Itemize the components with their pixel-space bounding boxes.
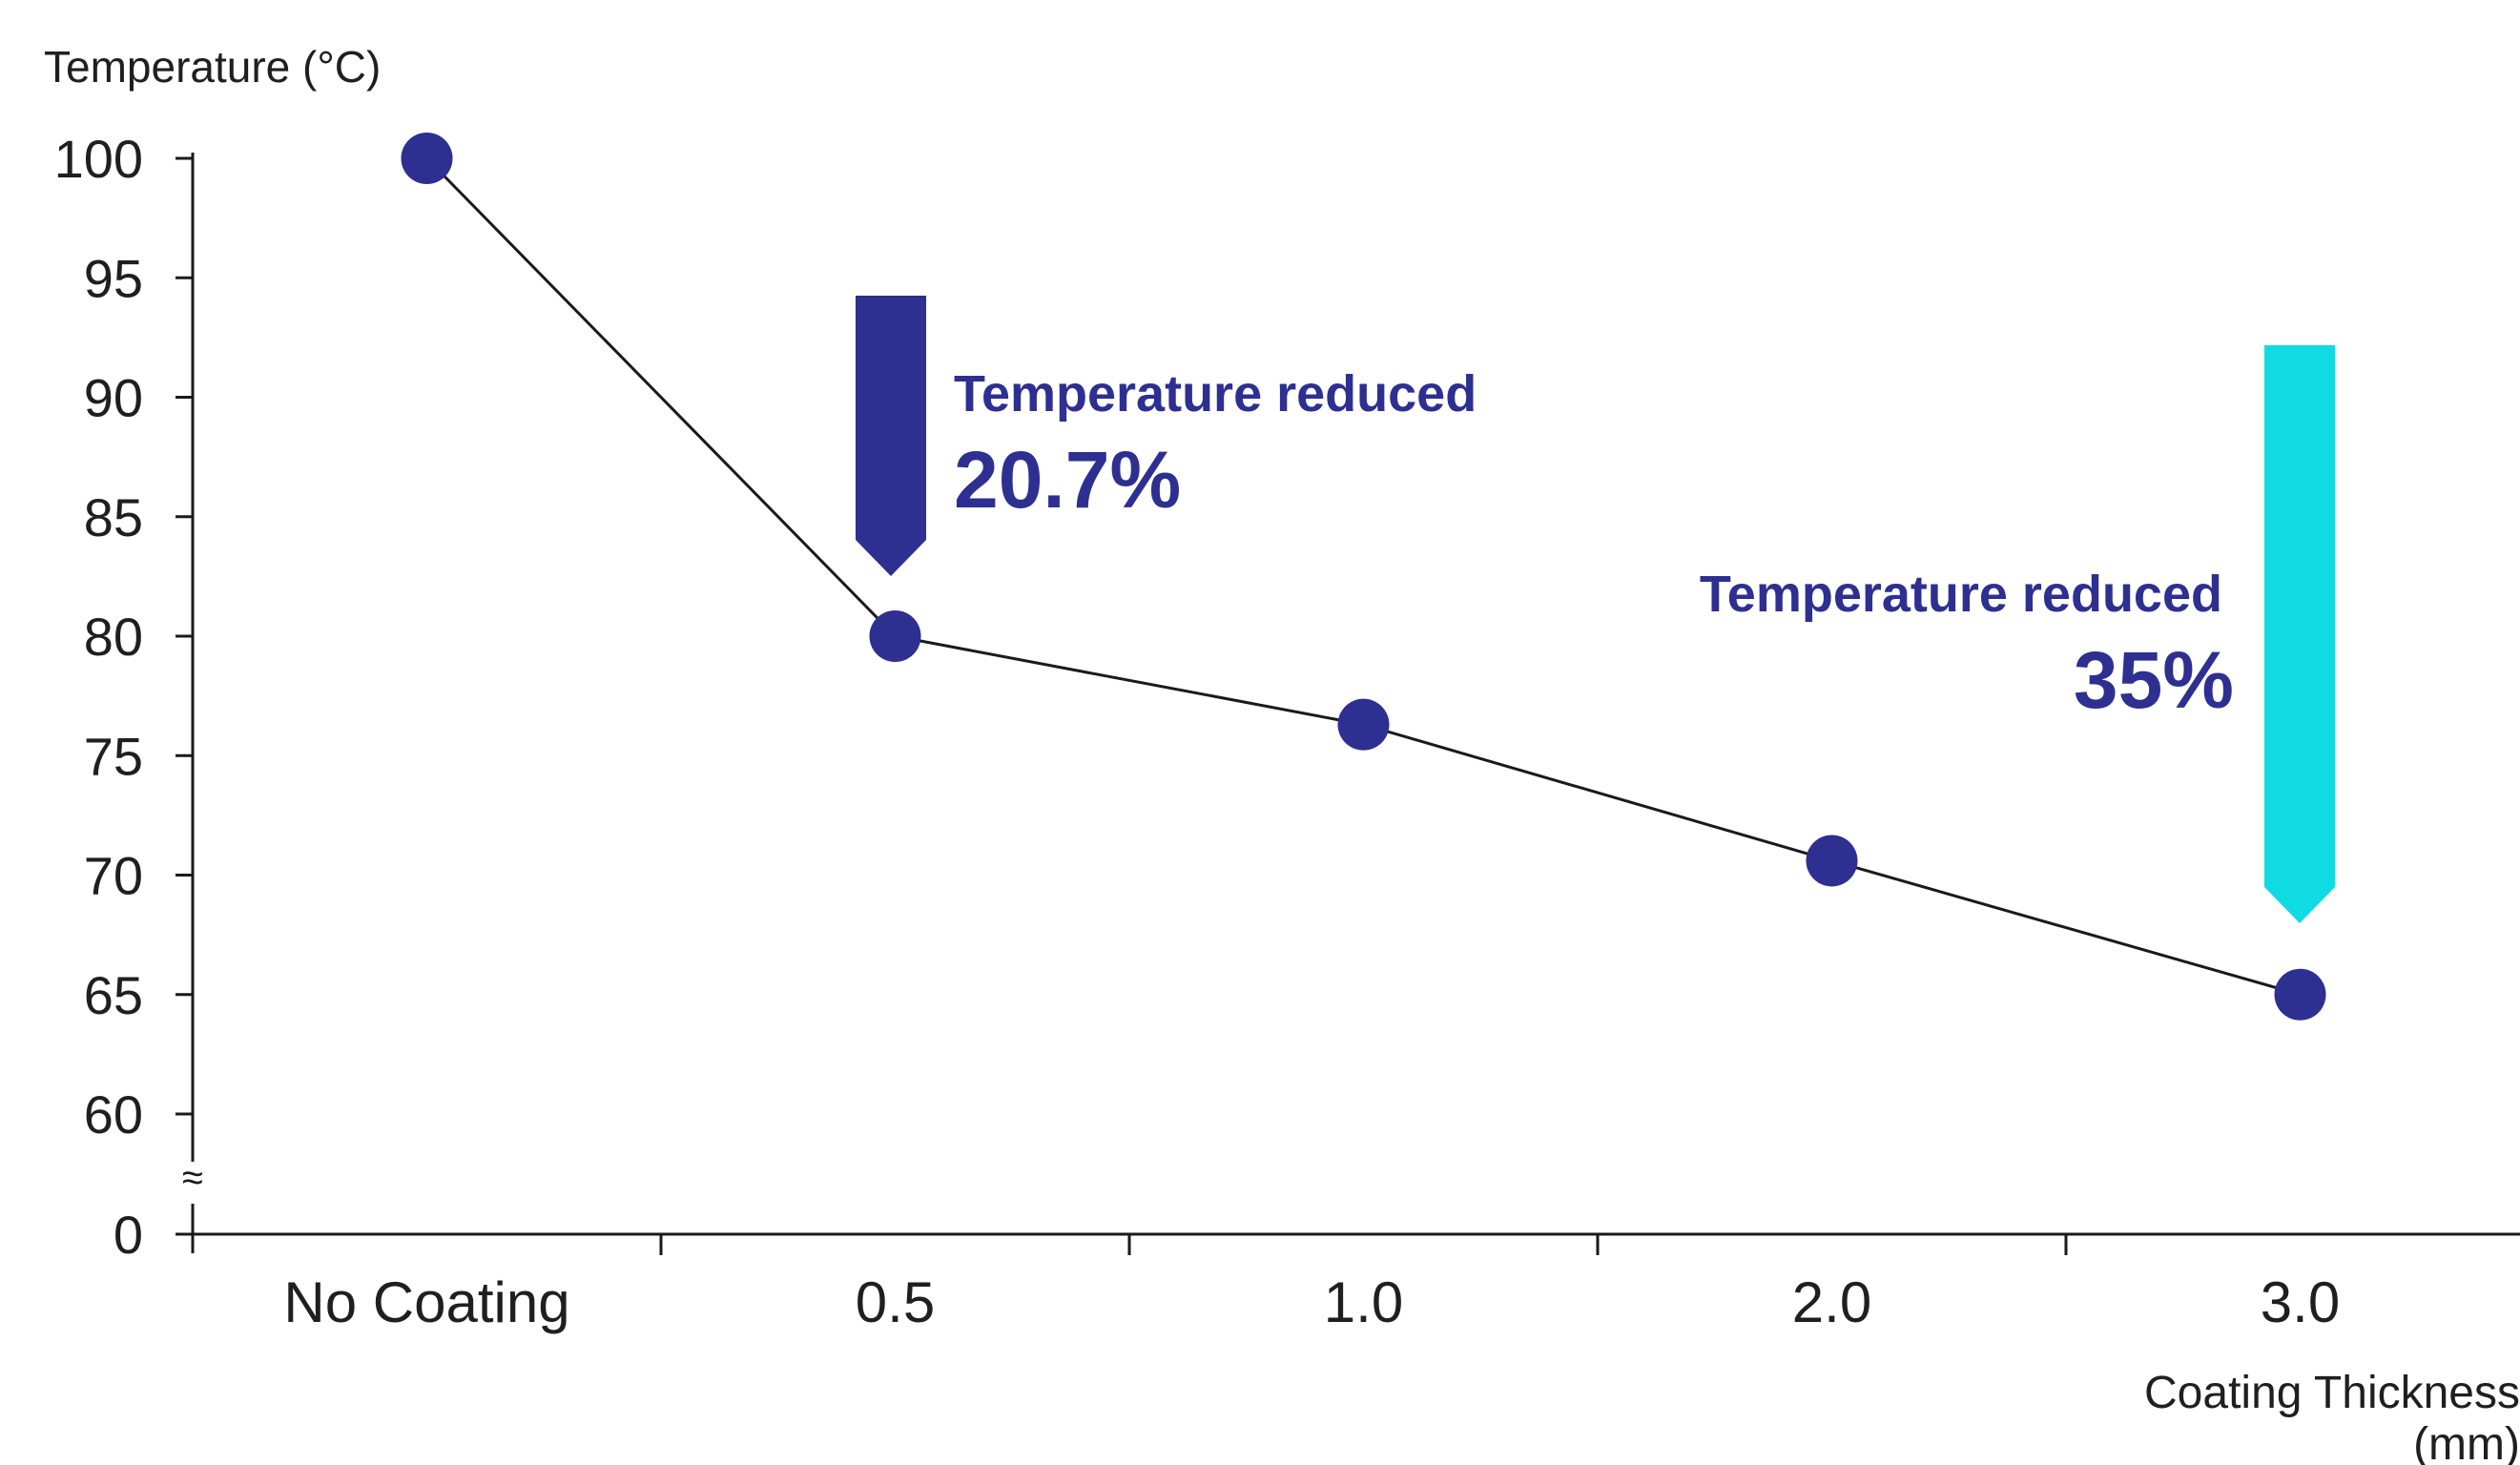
y-tick-label: 75 <box>84 726 143 786</box>
x-tick-label: 0.5 <box>856 1270 935 1334</box>
y-tick-label: 65 <box>84 965 143 1025</box>
x-axis: No Coating 0.5 1.0 2.0 3.0 <box>193 1232 2520 1334</box>
y-tick-label: 85 <box>84 487 143 547</box>
x-tick-label: 2.0 <box>1792 1270 1871 1334</box>
annotation-2-line1: Temperature reduced <box>1700 566 2222 623</box>
y-tick-label: 90 <box>84 368 143 428</box>
annotation-2-value: 35% <box>2074 635 2234 725</box>
annotation-arrow <box>2264 345 2335 923</box>
y-tick-label: 0 <box>114 1205 143 1265</box>
y-axis: 100 95 90 85 80 75 70 65 60 0 <box>54 129 195 1265</box>
annotation-arrows <box>856 296 2335 923</box>
annotation-1-value: 20.7% <box>954 435 1181 525</box>
y-tick-label: 80 <box>84 607 143 667</box>
data-point <box>1337 698 1390 751</box>
annotations: Temperature reduced 20.7% Temperature re… <box>954 365 2234 725</box>
x-tick-label: 1.0 <box>1324 1270 1403 1334</box>
data-markers <box>401 133 2326 1021</box>
x-tick-label: No Coating <box>283 1270 569 1334</box>
y-tick-label: 70 <box>84 846 143 906</box>
data-point <box>2274 968 2326 1021</box>
x-tick-label: 3.0 <box>2261 1270 2340 1334</box>
y-tick-label: 100 <box>54 129 143 189</box>
annotation-1-line1: Temperature reduced <box>954 365 1477 423</box>
data-point <box>401 133 453 184</box>
y-tick-label: 95 <box>84 248 143 308</box>
data-point <box>1806 835 1858 887</box>
data-point <box>869 610 921 662</box>
x-axis-label-line2: (mm) <box>2413 1419 2520 1465</box>
axis-break-symbol: ≈ <box>182 1157 203 1199</box>
x-axis-label-line1: Coating Thickness <box>2144 1368 2520 1418</box>
y-tick-label: 60 <box>84 1084 143 1145</box>
annotation-arrow <box>856 296 926 576</box>
y-axis-label: Temperature (°C) <box>44 42 381 92</box>
